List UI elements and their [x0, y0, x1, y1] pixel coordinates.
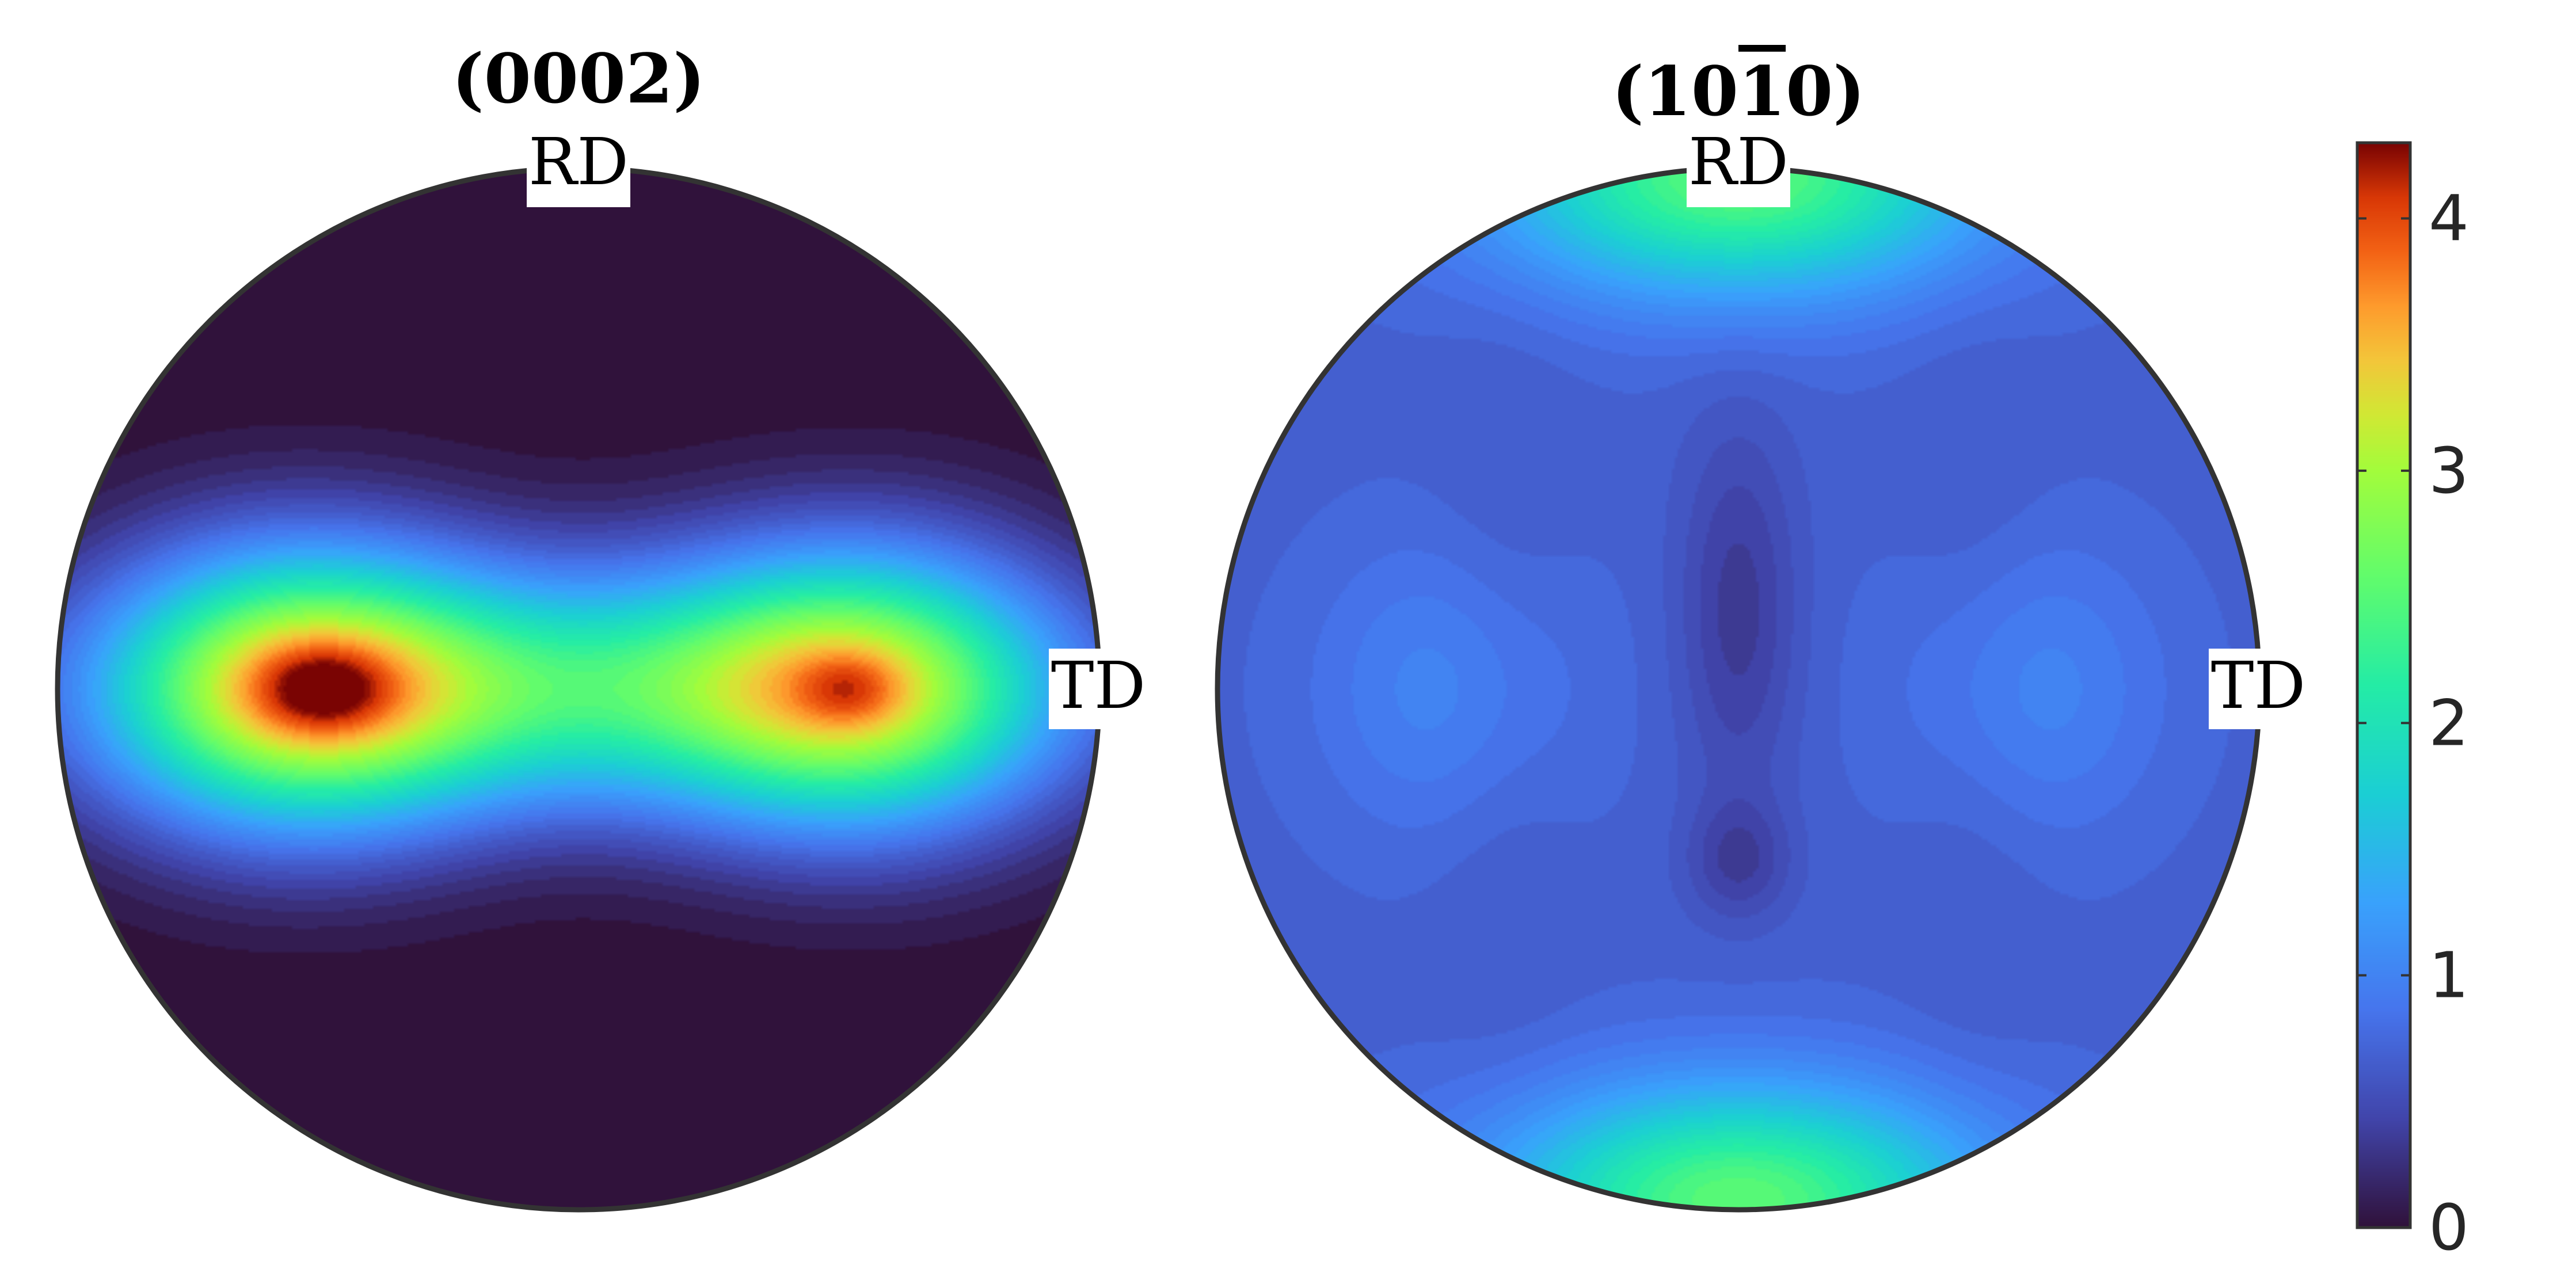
- td-label-bg-10-10: [2209, 649, 2308, 729]
- colorbar-tick-label: 1: [2429, 939, 2469, 1012]
- title-digit: 1: [1738, 51, 1786, 131]
- pole-figure-0002-density-map: [58, 168, 1099, 1210]
- td-label-0002: TD: [1051, 649, 1146, 723]
- colorbar-tick-label: 0: [2429, 1191, 2469, 1264]
- pole-figure-10-10-title: (1010): [1612, 51, 1865, 131]
- pole-figure-0002-title: (0002): [452, 39, 705, 119]
- pole-figure-10-10-density-map: [1217, 168, 2259, 1210]
- colorbar-tick-label: 3: [2429, 434, 2469, 508]
- rd-label-bg-10-10: [1687, 124, 1790, 207]
- colorbar-tick-label: 4: [2429, 182, 2469, 256]
- pole-figure-0002: (0002) RD TD: [55, 39, 1148, 1213]
- colorbar-frame: [2356, 141, 2412, 1229]
- rd-label-10-10: RD: [1688, 125, 1789, 200]
- colorbar-tick-label: 2: [2429, 686, 2469, 760]
- pole-figure-10-10: (1010) RD TD: [1215, 51, 2308, 1213]
- title-digit: 1: [1644, 51, 1691, 131]
- colorbar: 0 1 2 3 4: [2356, 141, 2469, 1264]
- colorbar-ticks: 0 1 2 3 4: [2357, 182, 2469, 1264]
- title-digit: 0: [1691, 51, 1738, 131]
- rd-label-bg-0002: [527, 124, 630, 207]
- rd-label-0002: RD: [528, 125, 629, 200]
- title-digit: 0: [1786, 51, 1833, 131]
- td-label-bg-0002: [1049, 649, 1148, 729]
- td-label-10-10: TD: [2211, 649, 2306, 723]
- colorbar-gradient: [2357, 143, 2410, 1228]
